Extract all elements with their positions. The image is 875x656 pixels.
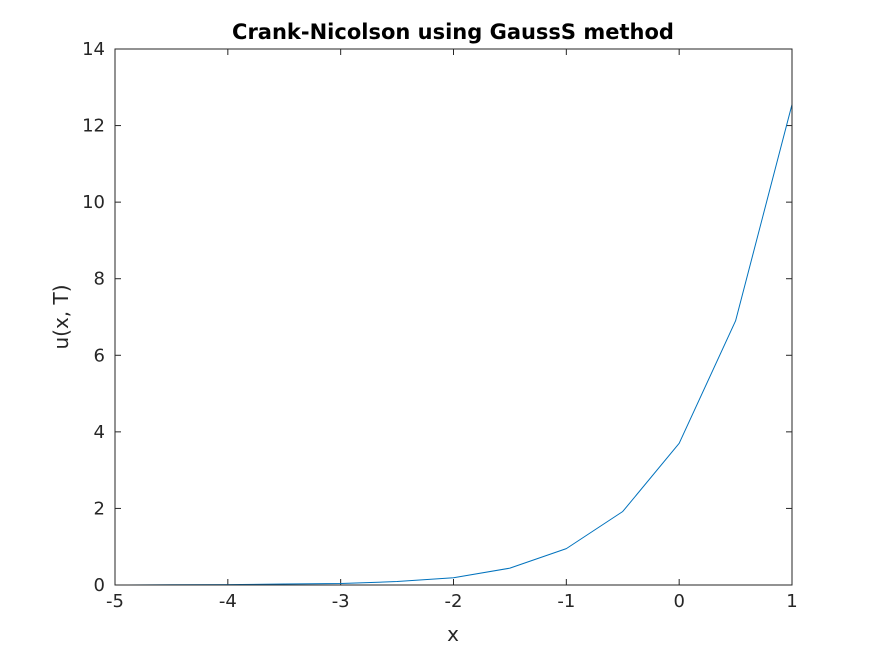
y-tick-label: 6: [94, 345, 105, 366]
plot-area: [115, 49, 792, 585]
y-tick-label: 2: [94, 498, 105, 519]
x-tick-label: -3: [332, 591, 350, 612]
x-tick-label: 1: [786, 591, 797, 612]
y-tick-label: 8: [94, 269, 105, 290]
axes-box: [114, 48, 793, 586]
x-tick-label: -1: [557, 591, 575, 612]
y-tick-label: 0: [94, 575, 105, 596]
x-tick-label: -2: [445, 591, 463, 612]
y-tick-label: 12: [82, 116, 105, 137]
y-tick-label: 4: [94, 422, 105, 443]
x-tick-label: -5: [106, 591, 124, 612]
x-ticks: -5 -4 -3 -2 -1 0 1: [106, 49, 798, 612]
x-tick-label: -4: [219, 591, 237, 612]
x-tick-label: 0: [673, 591, 684, 612]
y-tick-label: 10: [82, 192, 105, 213]
y-tick-label: 14: [82, 39, 105, 60]
x-axis-label: x: [447, 622, 459, 646]
y-axis-label: u(x, T): [49, 284, 73, 349]
y-ticks: 0 2 4 6 8 10 12 14: [82, 39, 792, 596]
chart-title: Crank-Nicolson using GaussS method: [232, 20, 674, 44]
